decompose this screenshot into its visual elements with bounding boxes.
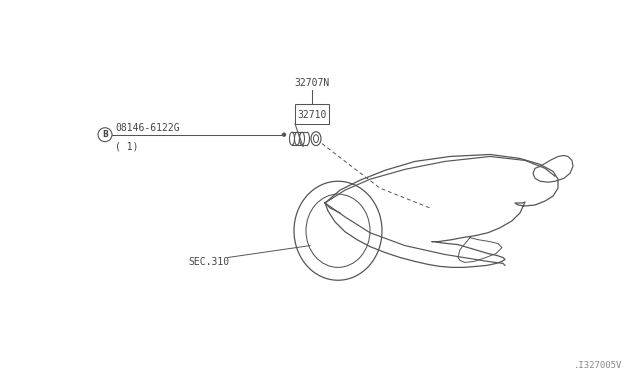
Circle shape [282, 133, 285, 136]
Bar [295, 104, 329, 124]
Text: .I327005V: .I327005V [573, 362, 622, 371]
Text: 32710: 32710 [298, 110, 326, 120]
Text: SEC.310: SEC.310 [188, 257, 229, 267]
Text: 32707N: 32707N [294, 78, 330, 88]
Text: B: B [102, 130, 108, 139]
Text: 08146-6122G: 08146-6122G [115, 123, 180, 133]
Text: ( 1): ( 1) [115, 142, 138, 152]
